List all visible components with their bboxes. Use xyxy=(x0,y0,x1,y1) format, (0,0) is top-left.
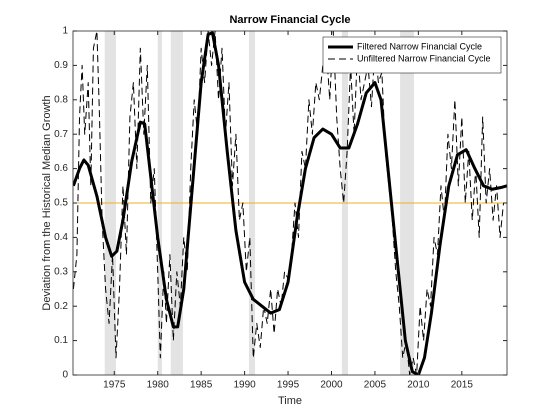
y-tick-label: 1 xyxy=(62,26,68,37)
legend-label: Filtered Narrow Financial Cycle xyxy=(357,41,482,51)
x-tick-label: 1990 xyxy=(233,380,256,391)
x-tick-label: 1980 xyxy=(147,380,170,391)
legend-box xyxy=(322,36,502,74)
series-line xyxy=(73,31,507,375)
series-line xyxy=(73,31,505,375)
chart-title: Narrow Financial Cycle xyxy=(229,14,350,26)
y-tick-label: 0.9 xyxy=(54,60,68,71)
plot xyxy=(73,31,507,375)
y-tick-label: 0.1 xyxy=(54,335,68,346)
y-axis-label: Deviation from the Historical Median Gro… xyxy=(41,95,53,310)
x-tick-label: 2010 xyxy=(407,380,430,391)
x-tick-label: 1975 xyxy=(103,380,126,391)
y-tick-label: 0 xyxy=(62,370,68,381)
y-tick-label: 0.4 xyxy=(54,232,68,243)
y-tick-label: 0.2 xyxy=(54,301,68,312)
y-tick-label: 0.7 xyxy=(54,129,68,140)
legend-label: Unfiltered Narrow Financial Cycle xyxy=(357,53,491,63)
y-tick-label: 0.8 xyxy=(54,94,68,105)
x-axis-label: Time xyxy=(278,395,302,407)
y-tick-label: 0.5 xyxy=(54,198,68,209)
y-tick-label: 0.3 xyxy=(54,266,68,277)
x-tick-label: 2015 xyxy=(451,380,474,391)
x-tick-label: 2005 xyxy=(364,380,387,391)
y-tick-label: 0.6 xyxy=(54,163,68,174)
x-tick-label: 1995 xyxy=(277,380,300,391)
x-tick-label: 1985 xyxy=(190,380,213,391)
x-tick-label: 2000 xyxy=(320,380,343,391)
